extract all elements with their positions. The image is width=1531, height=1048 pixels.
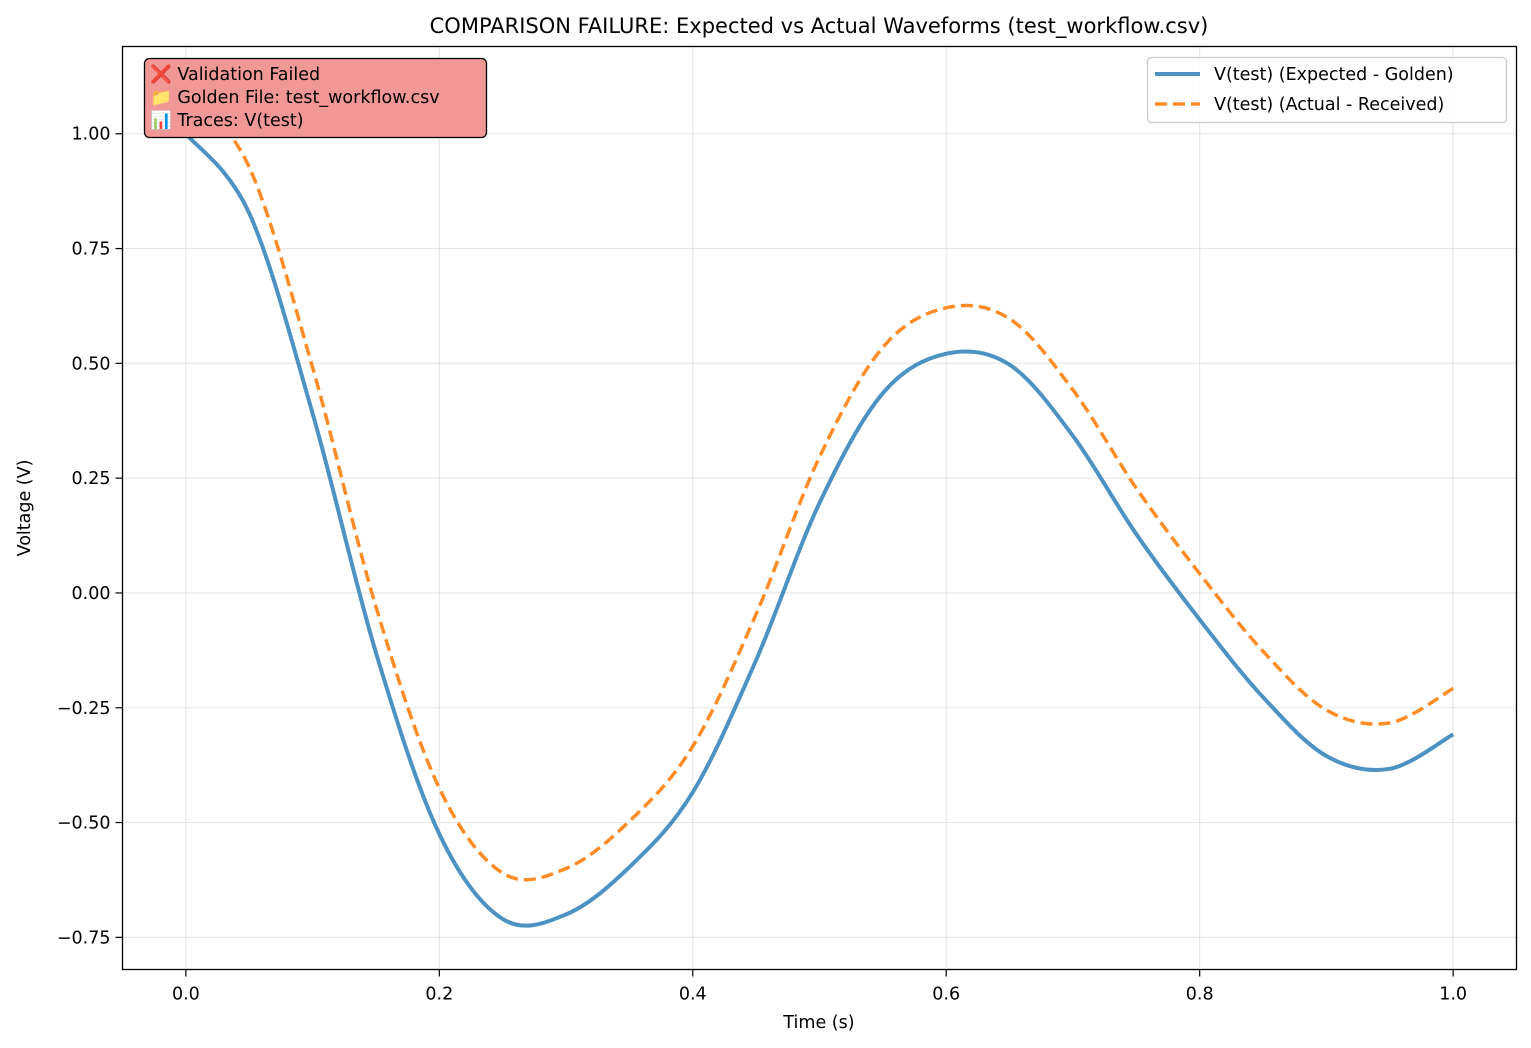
validation-status-box: ❌ Validation Failed 📁 Golden File: test_… — [143, 57, 488, 139]
legend-label-actual: V(test) (Actual - Received) — [1214, 95, 1444, 115]
x-tick-label: 0.6 — [932, 985, 960, 1005]
series-line-actual — [184, 86, 1455, 882]
y-tick-label: −0.25 — [57, 699, 111, 719]
y-tick-label: 0.00 — [72, 584, 111, 604]
x-tick-label: 0.4 — [679, 985, 707, 1005]
status-line-validation: ❌ Validation Failed — [150, 64, 320, 85]
status-line-traces: 📊 Traces: V(test) — [150, 110, 304, 131]
y-tick-label: 0.75 — [72, 240, 111, 260]
legend-label-expected: V(test) (Expected - Golden) — [1214, 65, 1454, 85]
x-tick-label: 0.0 — [172, 985, 200, 1005]
y-tick-label: −0.50 — [57, 814, 111, 834]
chart-title: COMPARISON FAILURE: Expected vs Actual W… — [430, 14, 1209, 39]
plot-frame — [121, 45, 1518, 971]
y-axis-label: Voltage (V) — [15, 460, 35, 557]
x-axis-label: Time (s) — [782, 1013, 854, 1033]
y-tick-label: −0.75 — [57, 928, 111, 948]
x-tick-label: 1.0 — [1439, 985, 1467, 1005]
series-line-expected — [184, 132, 1455, 928]
y-tick-label: 0.25 — [72, 469, 111, 489]
status-line-golden-file: 📁 Golden File: test_workflow.csv — [150, 88, 440, 108]
x-tick-label: 0.8 — [1186, 985, 1214, 1005]
x-tick-label: 0.2 — [425, 985, 453, 1005]
axis-ticks: 0.0 0.2 0.4 0.6 0.8 1.0 −0.75 −0.50 −0.25 0.00 0.2… — [57, 125, 1467, 1005]
status-box-background — [143, 57, 488, 139]
grid — [122, 46, 1517, 970]
y-tick-label: 0.50 — [72, 354, 111, 374]
legend: V(test) (Expected - Golden) V(test) (Act… — [1146, 56, 1508, 124]
series-lines — [184, 86, 1455, 928]
legend-frame — [1146, 56, 1508, 124]
y-tick-label: 1.00 — [72, 125, 111, 145]
